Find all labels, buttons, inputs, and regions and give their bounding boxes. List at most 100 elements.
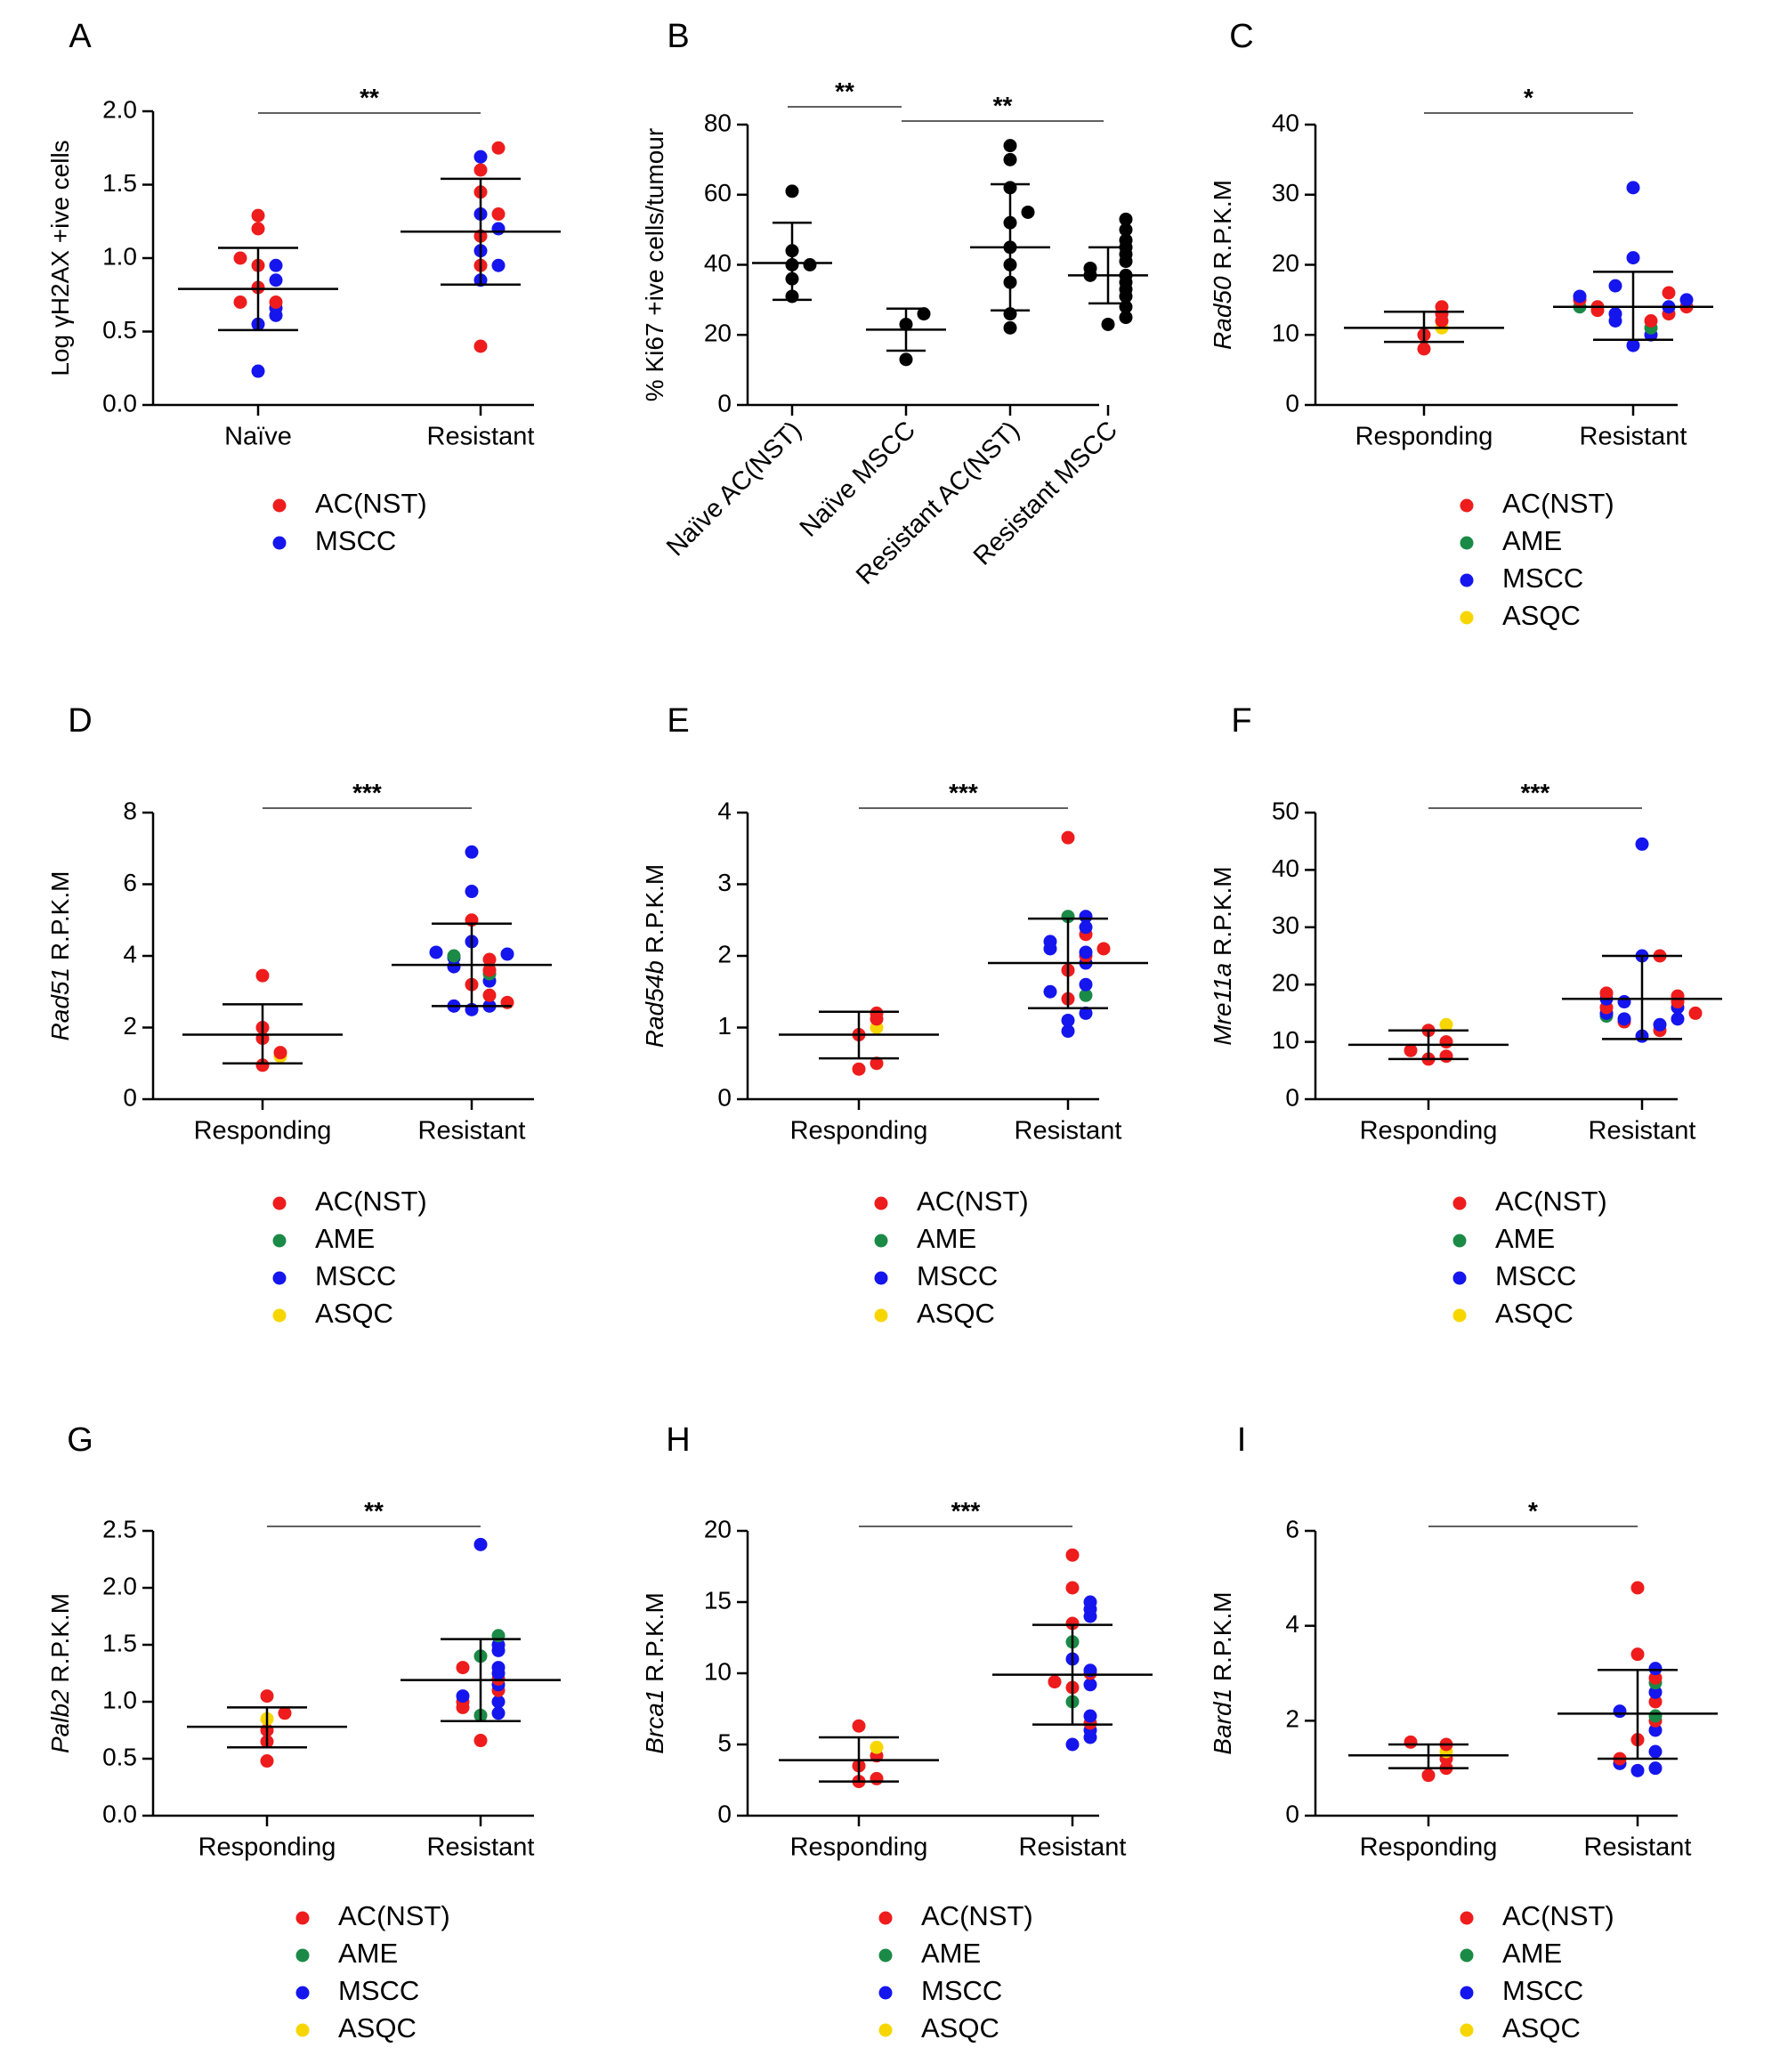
y-tick-label: 40 xyxy=(1272,854,1299,882)
legend-label: AME xyxy=(1502,525,1562,556)
data-point xyxy=(1662,286,1676,300)
y-tick-label: 0 xyxy=(1285,1800,1299,1827)
legend-label: AC(NST) xyxy=(921,1900,1033,1931)
data-point xyxy=(1653,1017,1667,1032)
legend-dot xyxy=(874,1196,888,1210)
data-point xyxy=(1648,1744,1663,1759)
data-point xyxy=(447,949,461,963)
data-point xyxy=(1003,139,1017,153)
y-tick-label: 0 xyxy=(717,1083,732,1111)
y-axis-label-part: R.P.K.M xyxy=(1209,866,1236,962)
data-point xyxy=(1648,1685,1663,1699)
y-axis-label-part: Brca1 xyxy=(641,1689,668,1754)
data-point xyxy=(1021,205,1035,219)
data-point xyxy=(1648,1709,1663,1723)
legend-dot xyxy=(1460,498,1474,513)
data-point xyxy=(1435,300,1449,314)
y-axis-label-part: R.P.K.M xyxy=(641,864,668,960)
y-tick-label: 2.0 xyxy=(102,95,137,123)
data-point xyxy=(1079,910,1093,924)
legend-dot xyxy=(1452,1234,1467,1248)
y-tick-label: 60 xyxy=(704,179,732,206)
y-axis-label: Bard1 R.P.K.M xyxy=(1209,1591,1236,1754)
y-tick-label: 1 xyxy=(717,1012,732,1040)
data-point xyxy=(1101,317,1115,331)
data-point xyxy=(1626,251,1640,265)
x-category-label: Responding xyxy=(198,1833,336,1862)
data-point xyxy=(1079,920,1093,935)
panel-letter: I xyxy=(1237,1421,1247,1459)
data-point xyxy=(1417,342,1431,356)
legend-dot xyxy=(874,1234,888,1248)
legend-label: AME xyxy=(338,1938,398,1969)
y-axis-label: Log γH2AX +ive cells xyxy=(46,140,74,376)
significance-label: ** xyxy=(835,77,854,105)
legend-dot xyxy=(272,1308,287,1323)
data-point xyxy=(870,1006,884,1020)
legend-label: MSCC xyxy=(1502,563,1583,594)
legend-label: MSCC xyxy=(1495,1260,1576,1291)
y-tick-label: 1.5 xyxy=(102,1629,137,1656)
legend-dot xyxy=(1460,536,1474,550)
data-point xyxy=(870,1740,884,1754)
y-axis-label-part: R.P.K.M xyxy=(1209,180,1236,276)
y-tick-label: 1.5 xyxy=(102,169,137,197)
legend-label: ASQC xyxy=(1495,1298,1574,1329)
data-point xyxy=(1648,1662,1663,1676)
panel-f: F 0 10 20 30 40 50 Mre11a R.P.K.M Responding Resi… xyxy=(1209,702,1722,1329)
data-point xyxy=(1065,1616,1080,1631)
data-point xyxy=(269,295,283,309)
data-point xyxy=(465,885,479,899)
y-tick-label: 40 xyxy=(704,249,732,277)
data-point xyxy=(473,339,488,353)
legend-dot xyxy=(1460,611,1474,625)
data-point xyxy=(1043,935,1057,949)
legend-label: AME xyxy=(921,1938,981,1969)
data-point xyxy=(1648,1671,1663,1685)
y-axis-label: Rad54b R.P.K.M xyxy=(641,864,668,1048)
legend-label: AME xyxy=(315,1223,375,1254)
data-point xyxy=(273,1046,287,1060)
x-category-label: Resistant xyxy=(418,1117,526,1145)
data-point xyxy=(1083,261,1097,275)
x-category-label: Responding xyxy=(1360,1117,1498,1145)
data-point xyxy=(1439,1035,1453,1049)
y-tick-label: 20 xyxy=(704,1515,732,1542)
panel-letter: C xyxy=(1229,18,1253,55)
legend-label: MSCC xyxy=(315,525,396,556)
x-category-label: Naïve AC(NST) xyxy=(661,416,807,562)
significance-label: ** xyxy=(364,1497,384,1525)
y-tick-label: 10 xyxy=(704,1657,732,1685)
y-tick-label: 4 xyxy=(1285,1610,1299,1638)
data-point xyxy=(1671,989,1685,1003)
data-point xyxy=(491,258,506,272)
y-axis-label-part: Rad50 xyxy=(1209,276,1236,350)
data-point xyxy=(233,251,247,265)
legend-label: MSCC xyxy=(338,1975,419,2006)
legend-label: AC(NST) xyxy=(1502,488,1614,519)
data-point xyxy=(456,1689,470,1704)
data-point xyxy=(1404,1735,1418,1749)
data-point xyxy=(482,952,497,967)
panel-d: D 0 2 4 6 8 Rad51 R.P.K.M Responding Resistant **… xyxy=(46,702,552,1329)
y-tick-label: 4 xyxy=(123,940,137,967)
legend-dot xyxy=(878,1948,893,1963)
data-point xyxy=(1096,942,1111,956)
y-tick-label: 1.0 xyxy=(102,1686,137,1713)
legend-label: ASQC xyxy=(1502,2012,1581,2044)
data-point xyxy=(473,163,488,177)
legend-dot xyxy=(295,2023,310,2037)
panel-a: A 0.0 0.5 1.0 1.5 2.0 Log γH2AX +ive cells Naïv… xyxy=(46,18,561,556)
legend-dot xyxy=(295,1948,310,1963)
data-point xyxy=(1608,279,1622,293)
y-tick-label: 2.5 xyxy=(102,1515,137,1542)
data-point xyxy=(251,364,265,378)
y-tick-label: 0 xyxy=(1285,1083,1299,1111)
data-point xyxy=(1630,1581,1645,1595)
y-axis-label-part: % Ki67 +ive cells/tumour xyxy=(641,128,668,401)
legend-dot xyxy=(1460,1911,1474,1925)
y-tick-label: 3 xyxy=(717,869,732,896)
data-point xyxy=(1079,1006,1093,1020)
data-point xyxy=(491,207,506,221)
